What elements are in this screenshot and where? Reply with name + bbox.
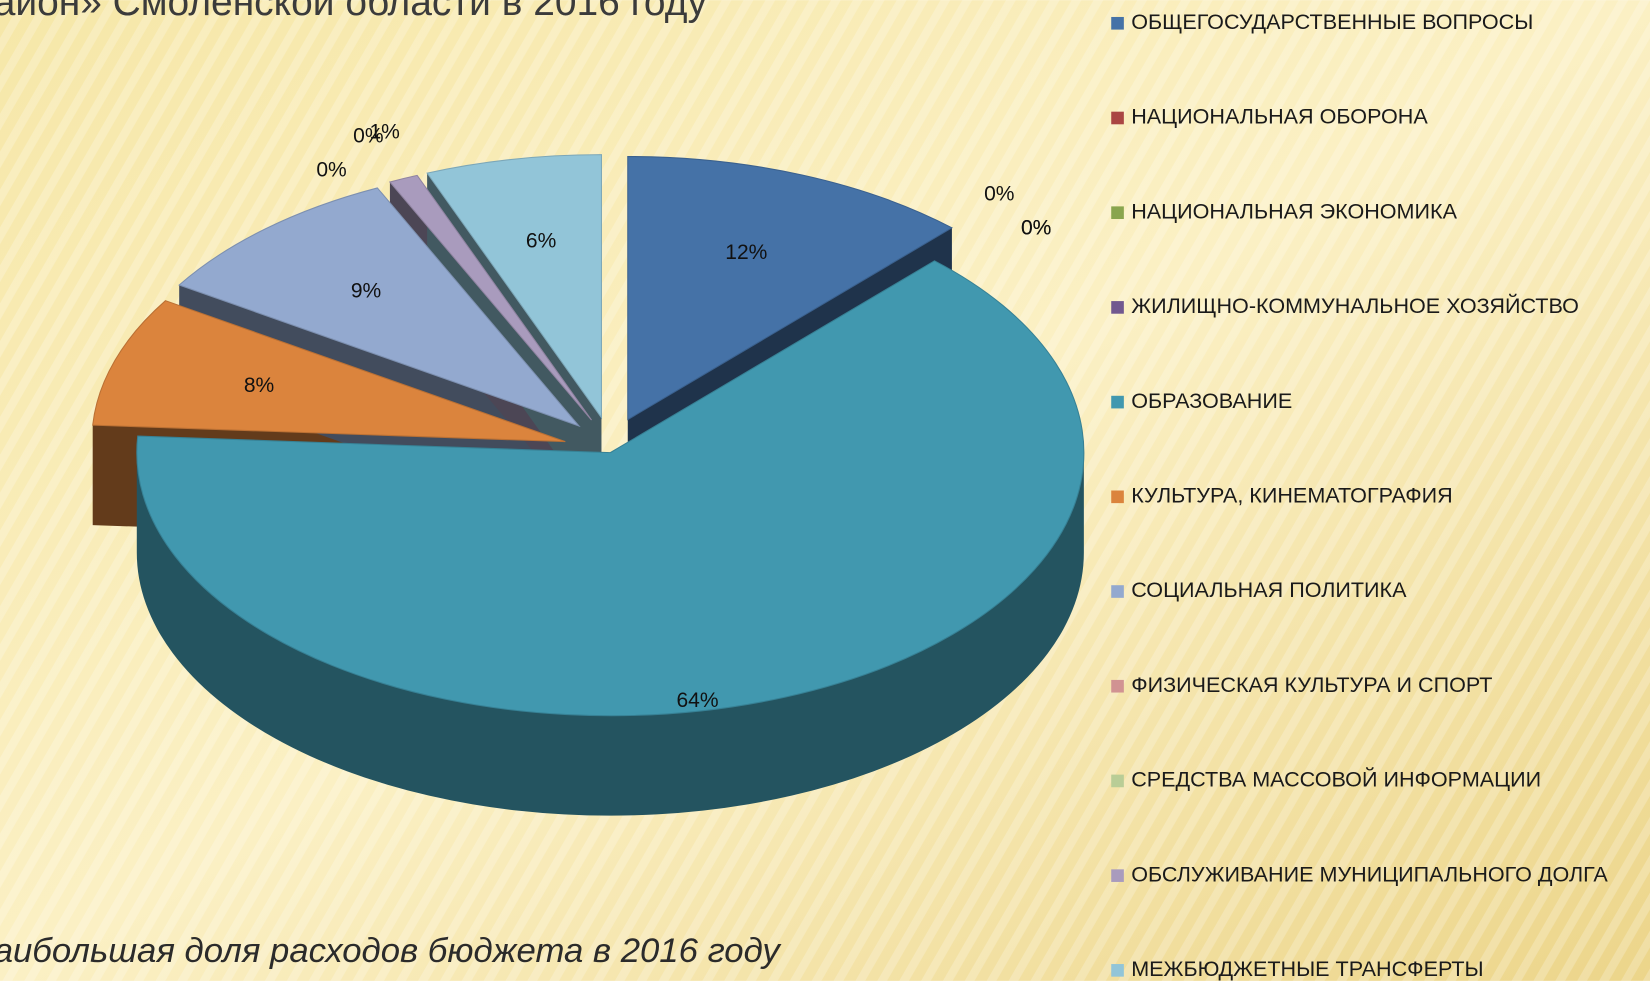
legend-swatch: [1111, 774, 1124, 788]
legend-swatch: [1111, 206, 1124, 220]
legend-label: ОБЩЕГОСУДАРСТВЕННЫЕ ВОПРОСЫ: [1131, 9, 1533, 34]
legend-swatch: [1111, 16, 1124, 30]
slice: [178, 187, 581, 428]
legend-label: СОЦИАЛЬНАЯ ПОЛИТИКА: [1131, 577, 1407, 602]
data-label: 0%: [984, 183, 1014, 206]
legend-swatch: [1111, 679, 1124, 693]
caption: аибольшая доля расходов бюджета в 2016 г…: [0, 932, 782, 970]
data-label: 12%: [725, 241, 767, 264]
data-label: 8%: [244, 374, 274, 397]
legend-swatch: [1111, 490, 1124, 504]
legend-label: ОБРАЗОВАНИЕ: [1131, 388, 1292, 413]
chart-title: айон» Смоленской области в 2016 году: [0, 0, 707, 24]
data-label: 6%: [526, 230, 556, 253]
legend-swatch: [1111, 585, 1124, 598]
legend-label: СРЕДСТВА МАССОВОЙ ИНФОРМАЦИИ: [1131, 767, 1541, 792]
legend-label: ЖИЛИЩНО-КОММУНАЛЬНОЕ ХОЗЯЙСТВО: [1131, 293, 1579, 318]
slice: [136, 260, 1085, 717]
legend-label: ОБСЛУЖИВАНИЕ МУНИЦИПАЛЬНОГО ДОЛГА: [1131, 861, 1608, 886]
data-label: 64%: [676, 689, 718, 712]
slice: [627, 155, 954, 421]
slice: [388, 174, 592, 421]
legend-label: КУЛЬТУРА, КИНЕМАТОГРАФИЯ: [1131, 483, 1453, 508]
data-label: 0%: [316, 158, 346, 181]
data-label: 0%: [1021, 216, 1051, 239]
legend-swatch: [1111, 395, 1124, 409]
legend-swatch: [1111, 111, 1124, 125]
slice-side: [136, 452, 1084, 816]
data-label: 0%: [353, 125, 383, 148]
legend-swatch: [1111, 301, 1124, 314]
legend-swatch: [1111, 964, 1124, 977]
data-label: 9%: [351, 279, 381, 302]
data-label: 1%: [369, 120, 399, 143]
slice: [92, 300, 566, 443]
slice: [426, 154, 602, 420]
legend-label: ФИЗИЧЕСКАЯ КУЛЬТУРА И СПОРТ: [1131, 672, 1492, 697]
legend-label: НАЦИОНАЛЬНАЯ ОБОРОНА: [1131, 104, 1428, 129]
legend-label: НАЦИОНАЛЬНАЯ ЭКОНОМИКА: [1131, 198, 1457, 223]
data-label: 0%: [1021, 216, 1051, 239]
legend-swatch: [1111, 869, 1124, 882]
legend-label: МЕЖБЮДЖЕТНЫЕ ТРАНСФЕРТЫ: [1131, 956, 1483, 981]
